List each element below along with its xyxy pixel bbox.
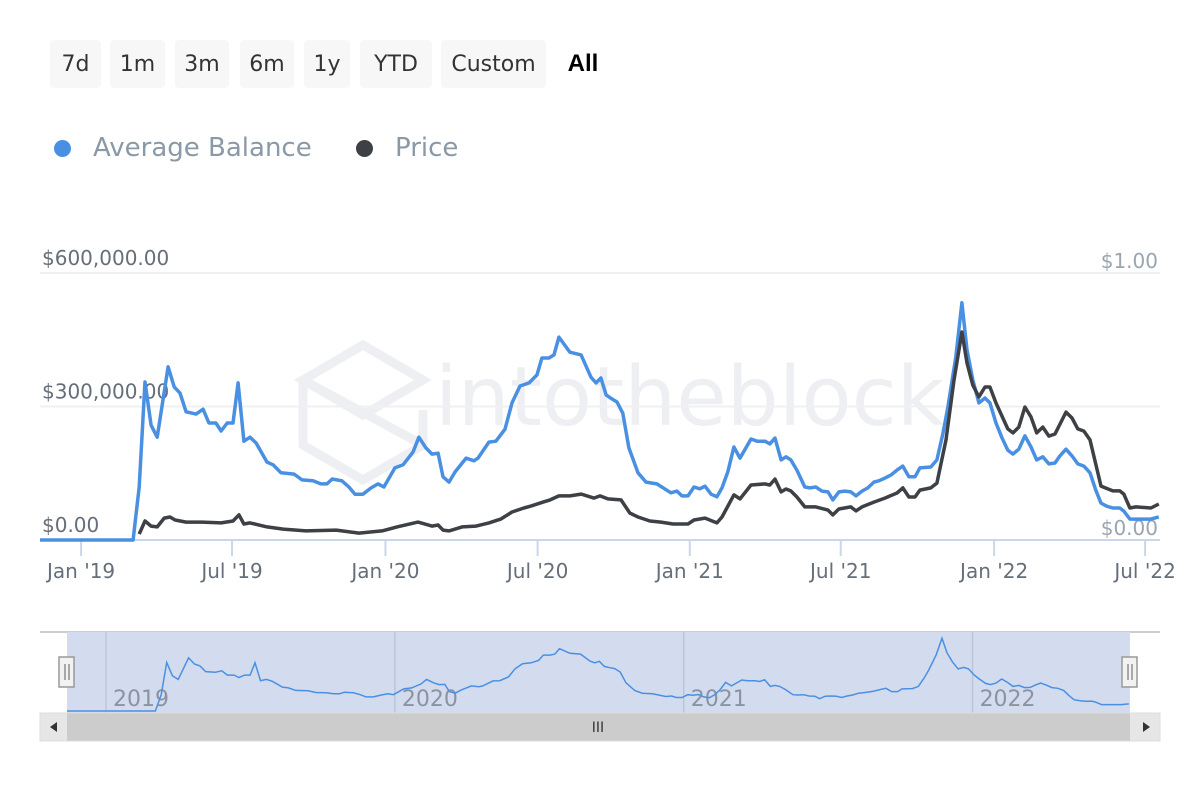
scrollbar-grip-icon: III [592, 720, 604, 736]
watermark-text: intotheblock [435, 350, 945, 445]
x-tick-label: Jul '22 [1112, 559, 1175, 583]
navigator-selection[interactable] [67, 632, 1130, 713]
x-tick-label: Jan '22 [958, 559, 1028, 583]
navigator-series-line [67, 635, 1129, 712]
arrow-right-icon [1143, 722, 1150, 732]
watermark-logo: intotheblock [294, 339, 945, 486]
y-left-tick-label: $600,000.00 [42, 246, 169, 270]
range-button-3m[interactable]: 3m [175, 40, 229, 88]
navigator-year-label: 2022 [980, 687, 1036, 712]
x-tick-label: Jul '20 [505, 559, 568, 583]
navigator-year-label: 2019 [113, 687, 169, 712]
x-tick-label: Jan '21 [654, 559, 724, 583]
series-line-price [137, 330, 1160, 535]
range-button-6m[interactable]: 6m [240, 40, 294, 88]
scrollbar-border [39, 712, 1161, 742]
y-right-tick-label: $1.00 [1101, 249, 1158, 273]
handle-grip-icon [58, 656, 75, 688]
navigator-handle-left[interactable] [58, 656, 75, 688]
legend-price[interactable]: Price [356, 133, 458, 163]
legend-average-balance[interactable]: Average Balance [54, 133, 312, 163]
y-left-tick-label: $0.00 [42, 513, 99, 537]
range-button-1y[interactable]: 1y [304, 40, 350, 88]
navigator-handle-right[interactable] [1121, 656, 1138, 688]
x-tick-label: Jan '19 [45, 559, 115, 583]
legend-label: Price [395, 133, 459, 163]
scrollbar-thumb[interactable] [67, 713, 1130, 741]
legend-dot-icon [356, 139, 373, 157]
x-tick-label: Jul '21 [808, 559, 871, 583]
y-left-tick-label: $300,000.00 [42, 380, 169, 404]
x-tick-label: Jan '20 [349, 559, 419, 583]
legend-dot-icon [54, 139, 71, 157]
arrow-left-icon [50, 722, 57, 732]
range-button-all[interactable]: All [567, 50, 599, 77]
legend-label: Average Balance [93, 133, 312, 163]
x-tick-label: Jul '19 [199, 559, 262, 583]
range-button-1m[interactable]: 1m [110, 40, 165, 88]
series-line-average-balance [40, 301, 1160, 542]
handle-grip-icon [1121, 656, 1138, 688]
range-button-custom[interactable]: Custom [441, 40, 546, 88]
range-button-7d[interactable]: 7d [50, 40, 101, 88]
range-button-ytd[interactable]: YTD [360, 40, 432, 88]
